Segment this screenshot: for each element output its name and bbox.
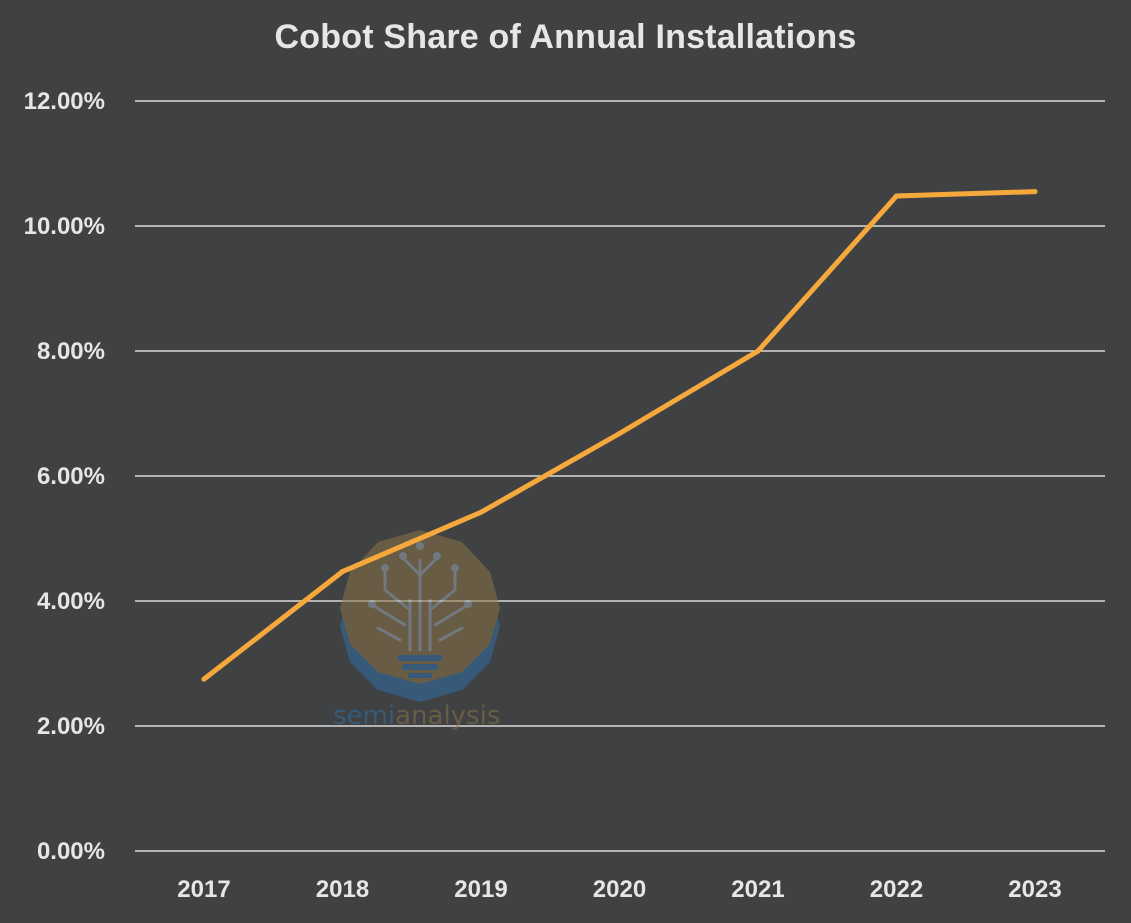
x-axis-ticks: 2017 2018 2019 2020 2021 2022 2023 — [177, 876, 1061, 903]
y-tick-label: 10.00% — [24, 213, 105, 240]
watermark-text: semianalysis — [333, 701, 500, 731]
data-point — [617, 431, 622, 436]
y-tick-label: 8.00% — [37, 338, 105, 365]
x-tick-label: 2022 — [870, 876, 923, 903]
data-point — [478, 509, 484, 515]
y-tick-label: 0.00% — [37, 838, 105, 865]
watermark-text-semi: semi — [333, 701, 395, 731]
chart-title: Cobot Share of Annual Installations — [274, 18, 857, 56]
y-tick-label: 4.00% — [37, 588, 105, 615]
x-tick-label: 2018 — [316, 876, 369, 903]
y-tick-label: 12.00% — [24, 88, 105, 115]
data-point — [201, 676, 207, 682]
data-point — [1032, 189, 1038, 195]
y-tick-label: 2.00% — [37, 713, 105, 740]
y-axis-ticks: 0.00% 2.00% 4.00% 6.00% 8.00% 10.00% 12.00% — [24, 88, 105, 865]
x-tick-label: 2017 — [177, 876, 230, 903]
x-tick-label: 2021 — [731, 876, 784, 903]
watermark-text-analysis: analysis — [395, 701, 500, 731]
x-tick-label: 2020 — [593, 876, 646, 903]
semianalysis-watermark: semianalysis — [333, 530, 500, 731]
series-lines — [201, 189, 1038, 682]
x-tick-label: 2019 — [454, 876, 507, 903]
y-tick-label: 6.00% — [37, 463, 105, 490]
tree-circuit-lightbulb-icon — [340, 530, 500, 702]
x-tick-label: 2023 — [1008, 876, 1061, 903]
gridlines — [135, 100, 1105, 852]
data-point — [894, 193, 899, 199]
data-point — [340, 569, 345, 575]
data-point — [755, 348, 761, 354]
